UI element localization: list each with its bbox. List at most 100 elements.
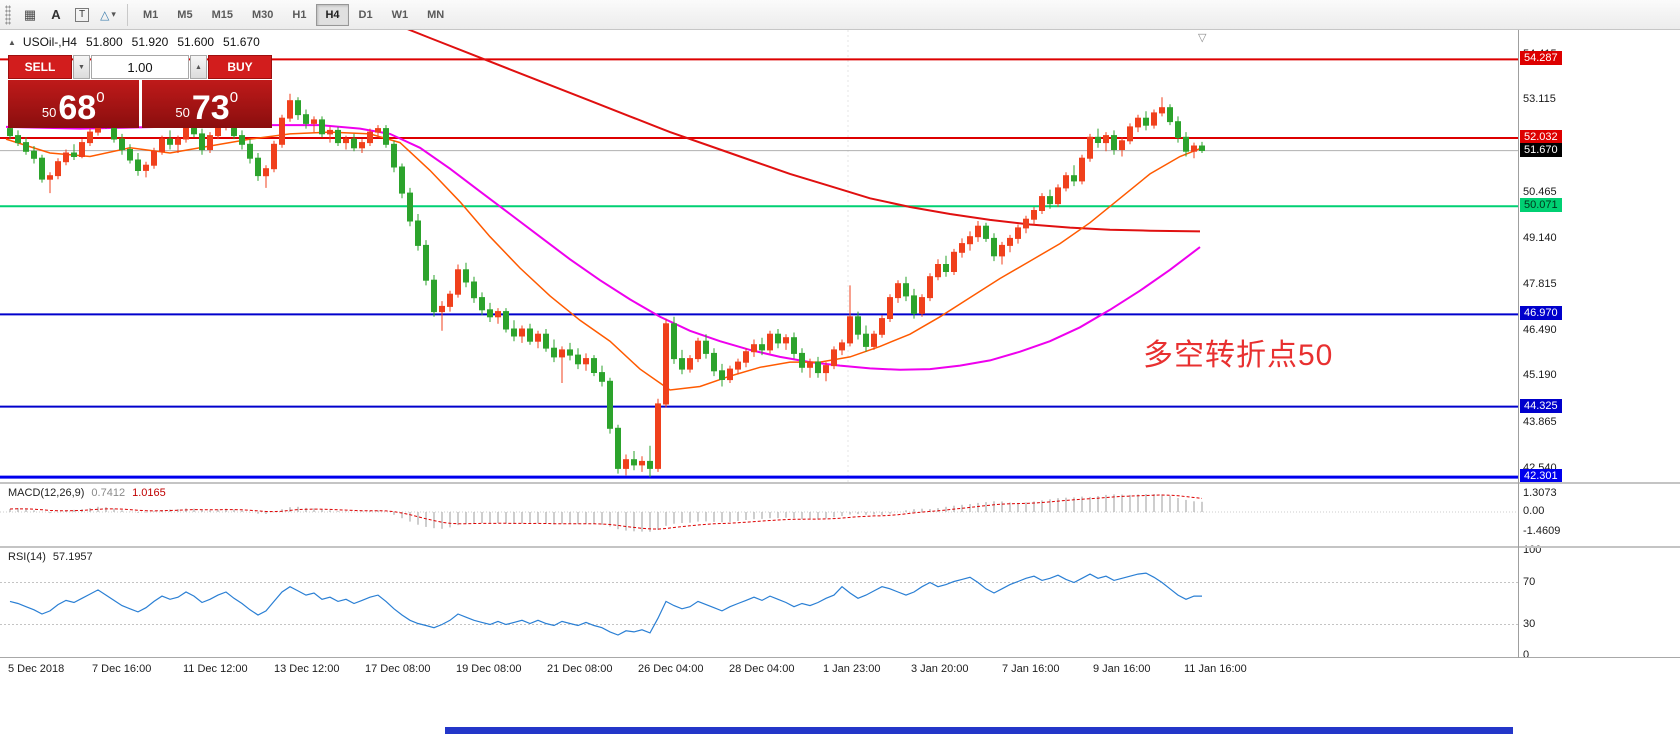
volume-decrease-button[interactable]: ▼ <box>73 55 90 79</box>
price-grid-label: 49.140 <box>1523 232 1557 244</box>
rsi-scale-label: 0 <box>1523 649 1530 661</box>
ohlc-open: 51.800 <box>85 35 123 49</box>
rsi-panel[interactable]: RSI(14) 57.1957 <box>0 548 1518 658</box>
time-axis[interactable]: 5 Dec 2018 7 Dec 16:00 11 Dec 12:00 13 Dec … <box>0 658 1680 684</box>
time-label: 28 Dec 04:00 <box>729 663 795 675</box>
macd-name: MACD(12,26,9) <box>8 487 85 499</box>
scale-divider <box>1518 30 1519 658</box>
buy-price-point: 0 <box>229 89 239 106</box>
shapes-icon: △ <box>100 7 110 22</box>
buy-price-pips: 73 <box>191 89 230 128</box>
price-level-label: 46.970 <box>1520 306 1562 320</box>
toolbar-separator <box>127 3 128 26</box>
price-level-label: 44.325 <box>1520 399 1562 413</box>
candlestick-chart[interactable] <box>0 30 1518 482</box>
chart-area[interactable]: ▲ USOil-,H4 51.800 51.920 51.600 51.670 … <box>0 30 1518 482</box>
chart-annotation: 多空转折点50 <box>1143 339 1334 372</box>
time-label: 26 Dec 04:00 <box>638 663 704 675</box>
chart-symbol-timeframe: USOil-,H4 <box>22 35 77 49</box>
macd-scale-label: 0.00 <box>1523 505 1545 517</box>
collapse-arrow-icon[interactable]: ▲ <box>8 37 16 47</box>
ohlc-low: 51.600 <box>177 35 215 49</box>
timeframe-d1[interactable]: D1 <box>350 4 382 26</box>
price-grid-label: 45.190 <box>1523 369 1557 381</box>
timeframe-m5[interactable]: M5 <box>168 4 201 26</box>
time-label: 11 Dec 12:00 <box>183 663 248 675</box>
price-grid-label: 47.815 <box>1523 278 1557 290</box>
price-grid-label: 43.865 <box>1523 416 1557 428</box>
timeframe-m30[interactable]: M30 <box>243 4 282 26</box>
macd-main-value: 0.7412 <box>91 487 126 499</box>
sell-price-pips: 68 <box>58 89 97 128</box>
timeframe-m15[interactable]: M15 <box>203 4 242 26</box>
time-label: 17 Dec 08:00 <box>365 663 431 675</box>
sell-price-point: 0 <box>96 89 105 106</box>
time-label: 1 Jan 23:00 <box>823 663 881 675</box>
sell-button[interactable]: SELL <box>8 55 72 79</box>
time-label: 13 Dec 12:00 <box>274 663 340 675</box>
time-label: 19 Dec 08:00 <box>456 663 522 675</box>
macd-label: MACD(12,26,9) 0.7412 1.0165 <box>8 487 166 499</box>
bottom-blue-bar <box>445 727 1513 734</box>
toolbar-grip[interactable] <box>5 4 11 25</box>
buy-button[interactable]: BUY <box>208 55 272 79</box>
timeframe-m1[interactable]: M1 <box>134 4 167 26</box>
grid-icon: ▦ <box>23 6 37 22</box>
time-label: 9 Jan 16:00 <box>1093 663 1151 675</box>
price-grid-label: 50.465 <box>1523 186 1557 198</box>
rsi-scale-label: 70 <box>1523 576 1536 588</box>
toolbar: ▦ A T △ ▾ M1 M5 M15 M30 H1 H4 D1 W1 MN <box>0 0 1680 30</box>
axis-divider <box>0 657 1680 658</box>
rsi-value: 57.1957 <box>52 551 93 563</box>
time-label: 7 Dec 16:00 <box>92 663 152 675</box>
volume-input[interactable] <box>91 55 189 79</box>
chevron-down-icon: ▾ <box>111 9 116 19</box>
price-scale[interactable]: 54.41553.11550.46549.14047.81546.49045.1… <box>1519 30 1680 661</box>
rsi-scale-label: 30 <box>1523 618 1536 630</box>
time-label: 11 Jan 16:00 <box>1184 663 1247 675</box>
chart-shift-marker[interactable]: ▽ <box>1198 32 1207 44</box>
rsi-name: RSI(14) <box>8 551 46 563</box>
time-label: 7 Jan 16:00 <box>1002 663 1060 675</box>
timeframe-mn[interactable]: MN <box>418 4 453 26</box>
sell-price-panel[interactable]: 50 68 0 <box>8 80 139 128</box>
volume-increase-button[interactable]: ▲ <box>190 55 207 79</box>
buy-price-main: 50 <box>175 105 190 120</box>
shapes-tool-button[interactable]: △ ▾ <box>95 3 121 27</box>
one-click-trading-panel: SELL ▼ ▲ BUY 50 68 0 50 73 0 <box>8 55 272 128</box>
sell-price-main: 50 <box>41 105 57 120</box>
time-label: 3 Jan 20:00 <box>911 663 969 675</box>
text-label-icon: A <box>51 7 61 22</box>
buy-price-panel[interactable]: 50 73 0 <box>141 80 272 128</box>
text-box-icon: T <box>74 7 90 22</box>
timeframe-w1[interactable]: W1 <box>383 4 418 26</box>
ohlc-close: 51.670 <box>223 35 260 49</box>
chart-header: ▲ USOil-,H4 51.800 51.920 51.600 51.670 <box>8 35 260 49</box>
price-level-label: 52.032 <box>1520 130 1562 144</box>
text-box-tool-button[interactable]: T <box>69 3 95 27</box>
ohlc-high: 51.920 <box>131 35 169 49</box>
time-label: 21 Dec 08:00 <box>547 663 613 675</box>
macd-signal-value: 1.0165 <box>132 487 166 499</box>
current-price-label: 51.670 <box>1520 143 1562 157</box>
macd-panel[interactable]: MACD(12,26,9) 0.7412 1.0165 <box>0 484 1518 546</box>
text-label-tool-button[interactable]: A <box>43 3 69 27</box>
macd-scale-label: 1.3073 <box>1523 487 1557 499</box>
rsi-chart[interactable] <box>0 548 1518 658</box>
rsi-label: RSI(14) 57.1957 <box>8 551 93 563</box>
macd-scale-label: -1.4609 <box>1523 525 1561 537</box>
panel-splitter[interactable] <box>0 546 1680 548</box>
macd-chart[interactable] <box>0 484 1518 546</box>
price-level-label: 54.287 <box>1520 51 1562 65</box>
price-level-label: 42.301 <box>1520 469 1562 483</box>
price-grid-label: 53.115 <box>1523 93 1556 105</box>
timeframe-toolbar: M1 M5 M15 M30 H1 H4 D1 W1 MN <box>134 3 453 26</box>
grid-tool-button[interactable]: ▦ <box>17 3 43 27</box>
panel-splitter[interactable] <box>0 482 1680 484</box>
time-label: 5 Dec 2018 <box>8 663 65 675</box>
price-grid-label: 46.490 <box>1523 324 1557 336</box>
timeframe-h1[interactable]: H1 <box>283 4 315 26</box>
price-level-label: 50.071 <box>1520 198 1562 212</box>
timeframe-h4[interactable]: H4 <box>316 3 349 26</box>
